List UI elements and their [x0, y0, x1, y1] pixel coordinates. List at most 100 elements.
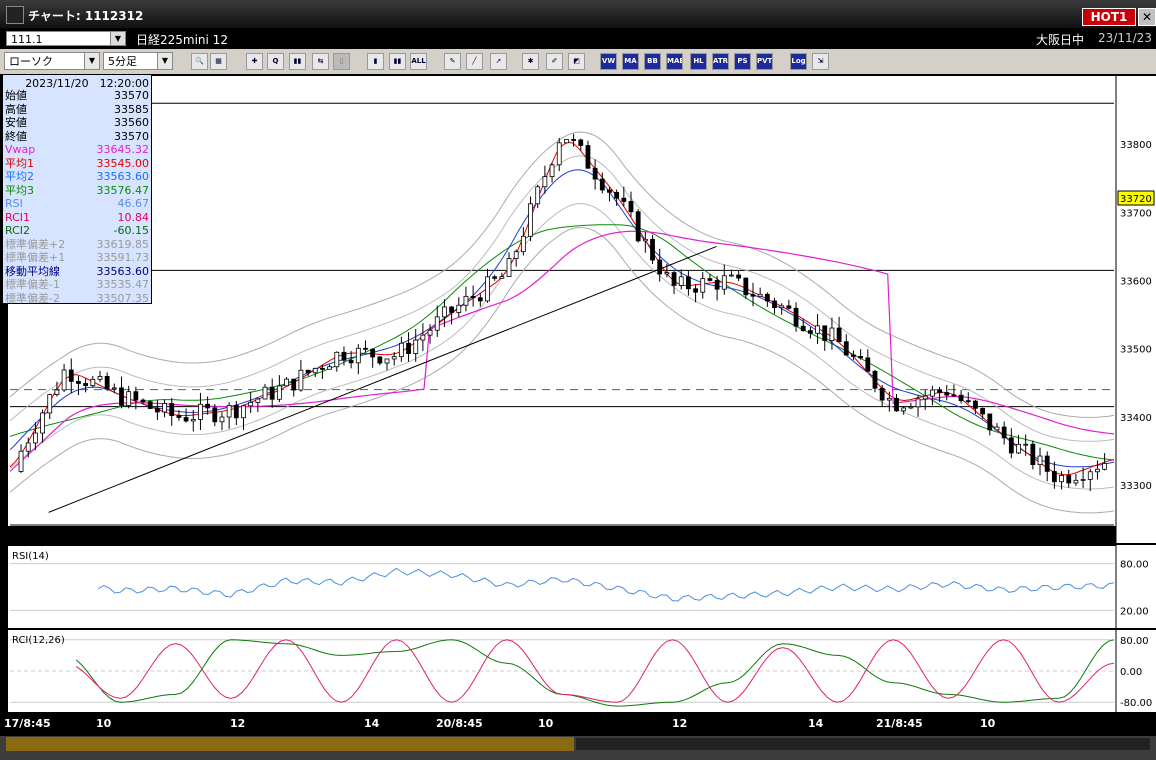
hl-button[interactable]: HL	[690, 53, 707, 70]
close-icon[interactable]: ✕	[1138, 8, 1156, 26]
bb-button[interactable]: BB	[644, 53, 661, 70]
candle-body	[363, 347, 368, 350]
interval-value: 5分足	[108, 55, 137, 68]
brush-icon[interactable]: ✐	[546, 53, 563, 70]
info-row: RSI 46.67	[5, 197, 149, 210]
candle-body	[492, 276, 498, 279]
scroll-thumb[interactable]	[6, 737, 574, 751]
candle-body	[427, 329, 433, 336]
candle-body	[284, 378, 289, 387]
vwap-button[interactable]: VW	[600, 53, 617, 70]
candle-body	[585, 145, 591, 169]
price-pane	[8, 76, 1116, 526]
candle-body	[549, 164, 555, 178]
info-label: RCI2	[5, 224, 31, 237]
candle-body	[886, 397, 892, 401]
candle-body	[54, 389, 60, 395]
window-title: チャート: 1112312	[28, 9, 144, 23]
ps-button[interactable]: PS	[734, 53, 751, 70]
rsi-tick-label: 80.00	[1120, 560, 1149, 571]
symbol-select[interactable]: 111.1 ▼	[6, 31, 126, 46]
log-button[interactable]: Log	[790, 53, 807, 70]
mae-button[interactable]: MAE	[666, 53, 683, 70]
atr-button[interactable]: ATR	[712, 53, 729, 70]
paint-icon[interactable]: ✱	[522, 53, 539, 70]
candle-body	[815, 325, 820, 334]
candle-body	[779, 305, 785, 309]
pen-icon[interactable]: ✎	[444, 53, 461, 70]
candle-body	[40, 412, 45, 434]
disabled-icon[interactable]: ▯	[333, 53, 350, 70]
info-row: 安値 33560	[5, 116, 149, 129]
chart-type-select[interactable]: ローソク ▼	[4, 52, 100, 70]
symbol-value: 111.1	[11, 33, 43, 46]
candle-body	[312, 367, 318, 374]
rci-tick-label: 0.00	[1120, 667, 1142, 678]
candle-body	[355, 347, 361, 364]
candle-body	[90, 378, 96, 387]
q-icon[interactable]: Q	[267, 53, 284, 70]
candle-body	[700, 278, 706, 293]
x-axis-label: 10	[538, 717, 554, 730]
chart-canvas[interactable]: 33300 33400 33500 33600 33700 33800 80.00 20.00…	[0, 74, 1156, 736]
crosshair-icon[interactable]: ✚	[246, 53, 263, 70]
pvt-button[interactable]: PVT	[756, 53, 773, 70]
info-label: 安値	[5, 116, 27, 129]
candle-body	[994, 426, 1000, 431]
chart-type-value: ローソク	[9, 55, 53, 68]
info-row: 平均2 33563.60	[5, 170, 149, 183]
info-row: 平均3 33576.47	[5, 184, 149, 197]
candle-body	[212, 407, 218, 423]
candle2-icon[interactable]: ▮▮	[389, 53, 406, 70]
candle-body	[693, 288, 698, 293]
cursor-icon[interactable]: ➚	[490, 53, 507, 70]
candle-body	[176, 415, 182, 418]
candle-body	[592, 167, 598, 180]
line-icon[interactable]: ╱	[466, 53, 483, 70]
palette-icon[interactable]: ◩	[568, 53, 585, 70]
all-icon[interactable]: ALL	[410, 53, 427, 70]
ma-button[interactable]: MA	[622, 53, 639, 70]
band-lower-1	[9, 203, 1115, 490]
hot1-button[interactable]: HOT1	[1082, 8, 1136, 26]
chevron-down-icon[interactable]: ▼	[110, 32, 125, 45]
candle-body	[341, 351, 347, 361]
window-title-bar[interactable]: チャート: 1112312 HOT1 ✕	[0, 0, 1156, 28]
band-upper-1	[9, 155, 1115, 442]
candle-body	[1066, 475, 1072, 484]
candle-body	[980, 407, 986, 415]
candle-body	[255, 398, 261, 403]
candle-body	[729, 274, 734, 277]
arrows-icon[interactable]: ⇆	[312, 53, 329, 70]
candle-body	[470, 295, 476, 299]
export-icon[interactable]: ⇲	[812, 53, 829, 70]
time-scrollbar[interactable]	[0, 736, 1156, 760]
candle-body	[635, 211, 641, 242]
candle-body	[506, 258, 512, 277]
info-row: 高値 33585	[5, 103, 149, 116]
candle-body	[169, 403, 175, 416]
chevron-down-icon[interactable]: ▼	[157, 53, 172, 69]
candle-body	[370, 348, 376, 358]
candle-body	[1073, 479, 1079, 484]
candle-body	[449, 306, 455, 313]
interval-select[interactable]: 5分足 ▼	[103, 52, 173, 70]
candle-body	[922, 395, 928, 400]
candle-icon[interactable]: ▮	[367, 53, 384, 70]
zoom-icon[interactable]: 🔍	[191, 53, 208, 70]
candle-body	[154, 408, 160, 413]
rci-title: RCI(12,26)	[12, 635, 65, 646]
candle-body	[836, 327, 842, 343]
candle-body	[320, 367, 325, 370]
candle-body	[1087, 471, 1093, 480]
price-tick-label: 33700	[1120, 208, 1152, 219]
chevron-down-icon[interactable]: ▼	[84, 53, 99, 69]
candle-body	[736, 274, 742, 279]
candle-body	[1037, 455, 1043, 465]
table-icon[interactable]: ▦	[210, 53, 227, 70]
bars-icon[interactable]: ▮▮	[289, 53, 306, 70]
candle-body	[937, 389, 942, 393]
candle-body	[463, 295, 469, 306]
candle-body	[205, 403, 211, 409]
candle-body	[664, 272, 670, 275]
